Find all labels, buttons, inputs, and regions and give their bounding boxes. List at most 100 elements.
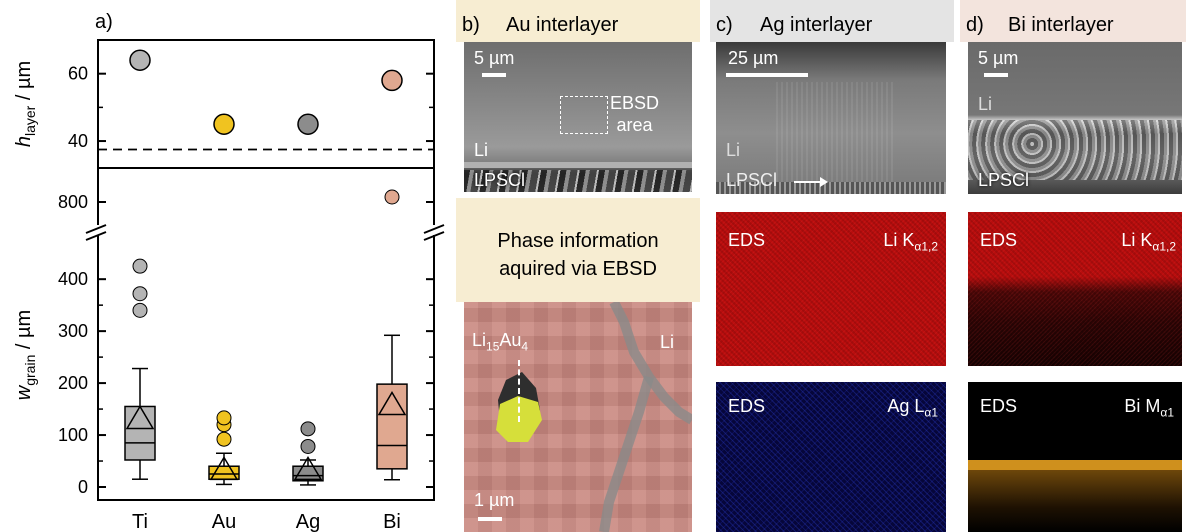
bottom-ytick-label: 300 (58, 321, 88, 341)
top-y-axis-label: hlayer / µm (13, 61, 38, 147)
layer-marker-ti (129, 49, 151, 71)
outlier-au (216, 410, 232, 426)
bi-scale-label: 5 µm (978, 48, 1019, 68)
phase-info-box (456, 198, 700, 302)
ag-lpscl-label: LPSCl (726, 170, 778, 190)
au-sem-bright-edge (464, 162, 692, 168)
ag-eds-li-label: EDS (728, 230, 766, 250)
bottom-ytick-label: 200 (58, 373, 88, 393)
box-ti (124, 405, 156, 461)
break-ytick-label: 800 (58, 192, 88, 212)
ebsd-scale-label: 1 µm (474, 490, 515, 510)
panel-b: b) Au interlayer 5 µm EBSD area Li LPSCl… (456, 0, 700, 532)
ag-li-label: Li (726, 140, 741, 160)
bi-eds-bi-band (968, 460, 1182, 470)
category-label-ag: Ag (296, 511, 320, 532)
bi-eds-li-map: EDS Li Kα1,2 (968, 212, 1182, 366)
top-ytick-label: 40 (68, 131, 88, 151)
au-lpscl-label: LPSCl (474, 170, 526, 190)
outlier-ag (300, 421, 316, 437)
category-label-bi: Bi (383, 511, 401, 532)
bottom-ytick-label: 400 (58, 269, 88, 289)
box-bi (376, 383, 408, 470)
bottom-y-axis-label: wgrain / µm (13, 310, 38, 400)
ebsd-phase-map: Li15Au4 Li 1 µm (464, 302, 692, 532)
axis-break-right (423, 224, 445, 241)
ag-lpscl-arrowhead (820, 177, 828, 187)
bi-eds-bi-map: EDS Bi Mα1 (968, 382, 1182, 532)
bi-eds-li-element: Li Kα1,2 (1121, 230, 1176, 254)
ag-eds-ag-element: Ag Lα1 (887, 396, 938, 420)
bi-eds-bi-label: EDS (980, 396, 1018, 416)
mean-marker-ag (293, 455, 323, 481)
panel-c-header (710, 0, 954, 42)
ag-sem-image: 25 µm Li LPSCl (716, 42, 946, 194)
bi-eds-bi-element: Bi Mα1 (1124, 396, 1174, 420)
bi-scale-bar (984, 73, 1008, 77)
bottom-ytick-label: 0 (78, 477, 88, 497)
panel-d: d) Bi interlayer 5 µm Li LPSCl EDS Li Kα… (960, 0, 1186, 532)
au-li-label: Li (474, 140, 489, 160)
ag-eds-li-noise (716, 212, 946, 366)
phase-info-line-2: aquired via EBSD (499, 258, 657, 280)
layer-marker-au (213, 113, 235, 135)
category-label-ti: Ti (132, 511, 148, 532)
ag-eds-li-map: EDS Li Kα1,2 (716, 212, 946, 366)
panel-d-header (960, 0, 1186, 42)
bi-sem-rough-layer (968, 120, 1182, 180)
bottom-ytick-label: 100 (58, 425, 88, 445)
ag-scale-bar (726, 73, 808, 77)
mean-marker-ti (125, 405, 155, 430)
mean-marker-bi (377, 390, 407, 416)
panel-b-header (456, 0, 700, 42)
au-scale-label: 5 µm (474, 48, 515, 68)
ebsd-dashed-line (518, 360, 520, 422)
bi-li-label: Li (978, 94, 993, 114)
ag-lpscl-arrow (794, 181, 822, 183)
bi-lpscl-label: LPSCl (978, 170, 1030, 190)
outlier-ag (300, 438, 316, 454)
ag-eds-li-element: Li Kα1,2 (883, 230, 938, 254)
panel-b-title: Au interlayer (506, 14, 619, 36)
ag-eds-ag-map: EDS Ag Lα1 (716, 382, 946, 532)
outlier-ti (132, 286, 148, 302)
phase-info-line-1: Phase information (497, 230, 659, 252)
panel-b-label: b) (462, 14, 480, 36)
bi-sem-image: 5 µm Li LPSCl (968, 42, 1182, 194)
outlier-ti (132, 302, 148, 318)
au-sem-lpscl-texture (464, 170, 692, 192)
outlier-au (216, 431, 232, 447)
au-scale-bar (482, 73, 506, 77)
au-sem-image: 5 µm EBSD area Li LPSCl (464, 42, 692, 192)
panel-d-label: d) (966, 14, 984, 36)
ebsd-scale-bar (478, 517, 502, 521)
grain-layer-chart: a) hlayer / µm wgrain / µm 40 60 0 100 200 30… (13, 11, 445, 532)
ag-eds-ag-noise (716, 382, 946, 532)
ebsd-li-label: Li (660, 332, 675, 352)
bottom-plot-frame (97, 167, 435, 501)
ebsd-area-label: EBSD area (610, 93, 660, 135)
ebsd-phase-label: Li15Au4 (472, 330, 529, 354)
bi-eds-li-noise (968, 212, 1182, 366)
ag-sem-lpscl-band (716, 182, 946, 194)
outlier-bi-high (384, 189, 400, 205)
ag-eds-ag-label: EDS (728, 396, 766, 416)
top-ytick-label: 60 (68, 64, 88, 84)
box-au (208, 465, 240, 480)
layer-marker-bi (381, 69, 403, 92)
ag-scale-label: 25 µm (728, 48, 779, 68)
axis-break-left (85, 224, 107, 241)
ag-sem-stripes (776, 82, 896, 182)
mean-marker-au (209, 455, 239, 481)
box-ag (292, 465, 324, 482)
panel-c-label: c) (716, 14, 733, 36)
panel-c: c) Ag interlayer 25 µm Li LPSCl EDS Li K… (710, 0, 954, 532)
ebsd-area-box (560, 96, 608, 134)
panel-a-label: a) (95, 11, 113, 33)
panel-c-title: Ag interlayer (760, 14, 873, 36)
layer-marker-ag (297, 113, 319, 135)
category-label-au: Au (212, 511, 236, 532)
panel-d-title: Bi interlayer (1008, 14, 1114, 36)
bi-eds-bi-glow (968, 470, 1182, 532)
outlier-ti (132, 258, 148, 274)
